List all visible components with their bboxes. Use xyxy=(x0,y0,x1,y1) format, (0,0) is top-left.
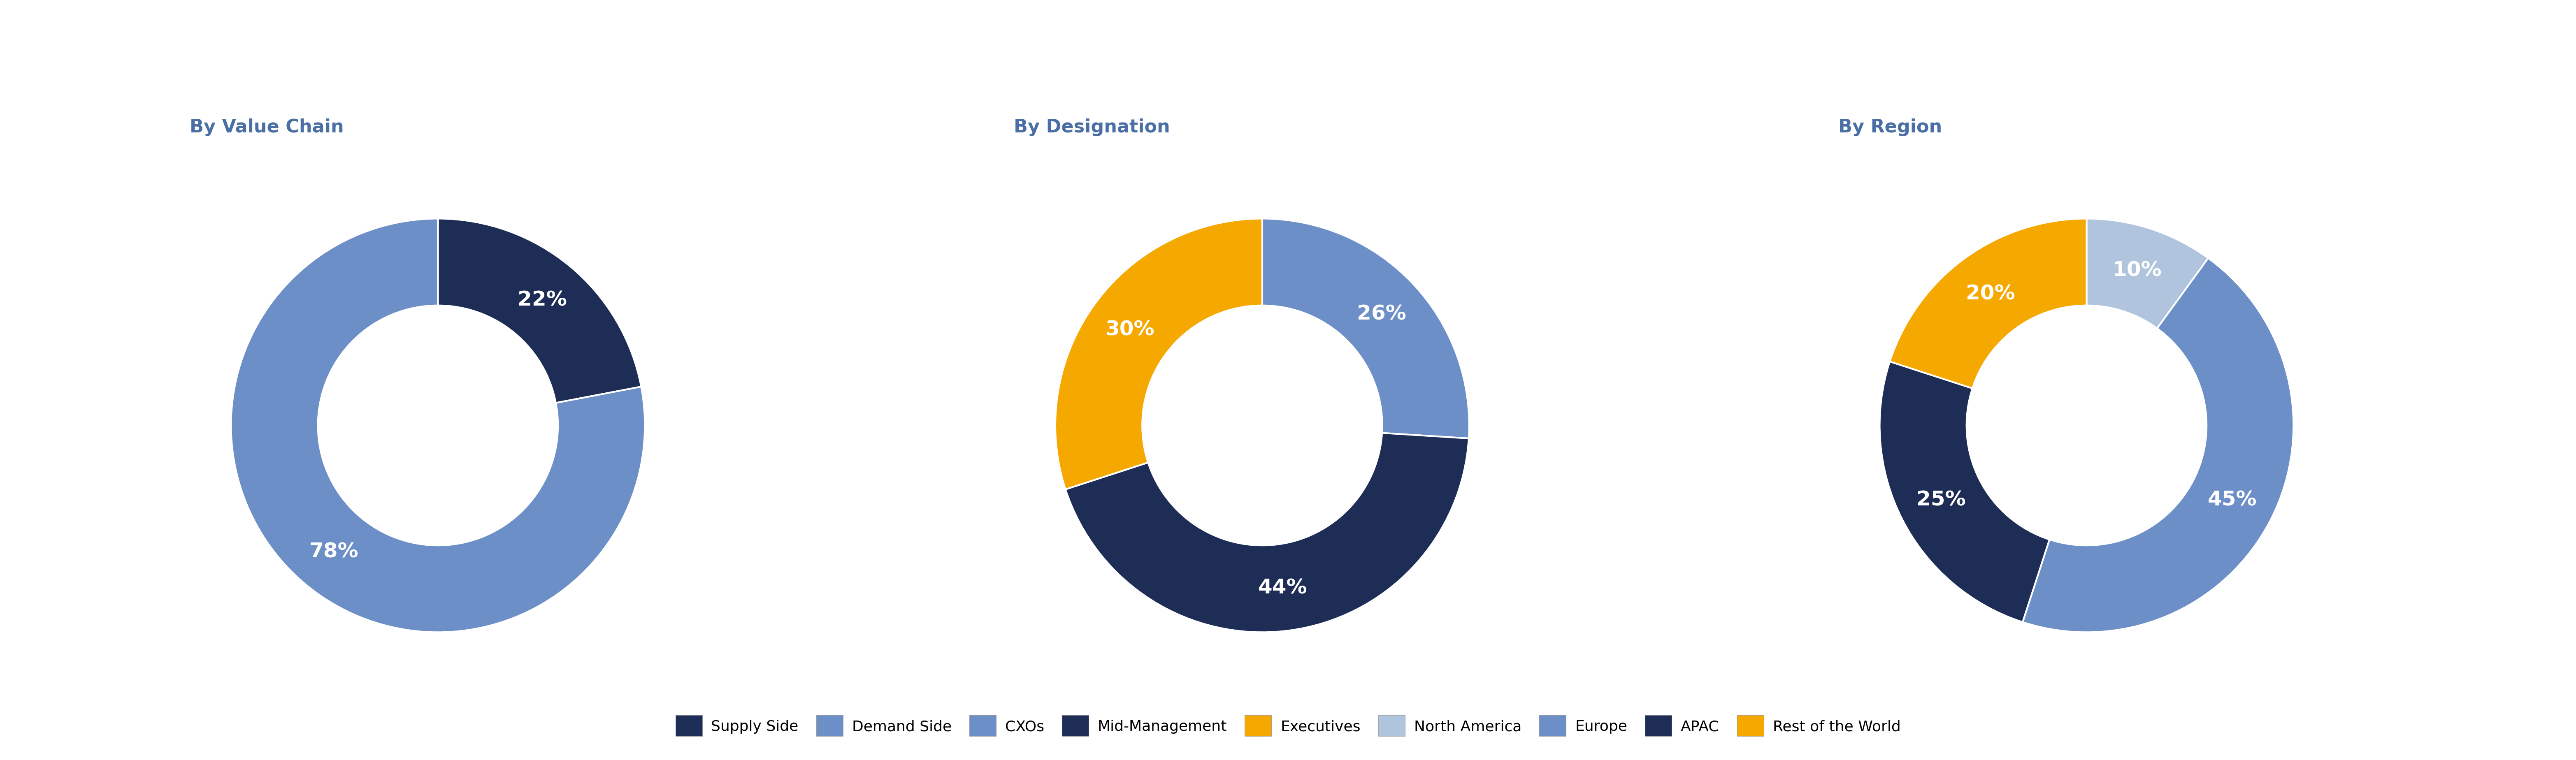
Text: By Region: By Region xyxy=(1839,119,1942,136)
Text: Primary Sources: Primary Sources xyxy=(1177,76,1399,99)
Legend: Supply Side, Demand Side, CXOs, Mid-Management, Executives, North America, Europ: Supply Side, Demand Side, CXOs, Mid-Mana… xyxy=(675,715,1901,736)
Wedge shape xyxy=(438,219,641,403)
Wedge shape xyxy=(1056,219,1262,489)
Wedge shape xyxy=(2087,219,2208,328)
Wedge shape xyxy=(2022,258,2293,632)
Text: By Value Chain: By Value Chain xyxy=(191,119,343,136)
Text: 45%: 45% xyxy=(2208,490,2257,510)
Wedge shape xyxy=(1066,433,1468,632)
Text: 78%: 78% xyxy=(309,542,358,562)
Text: 26%: 26% xyxy=(1358,304,1406,324)
Text: 44%: 44% xyxy=(1257,578,1309,597)
Text: By Designation: By Designation xyxy=(1015,119,1170,136)
Text: 22%: 22% xyxy=(518,290,567,309)
Text: 10%: 10% xyxy=(2112,261,2161,280)
Text: 25%: 25% xyxy=(1917,490,1965,510)
Wedge shape xyxy=(1891,219,2087,388)
Text: 30%: 30% xyxy=(1105,320,1154,340)
Text: 20%: 20% xyxy=(1965,283,2014,303)
Wedge shape xyxy=(1880,362,2050,622)
Wedge shape xyxy=(232,219,644,632)
Wedge shape xyxy=(1262,219,1468,439)
